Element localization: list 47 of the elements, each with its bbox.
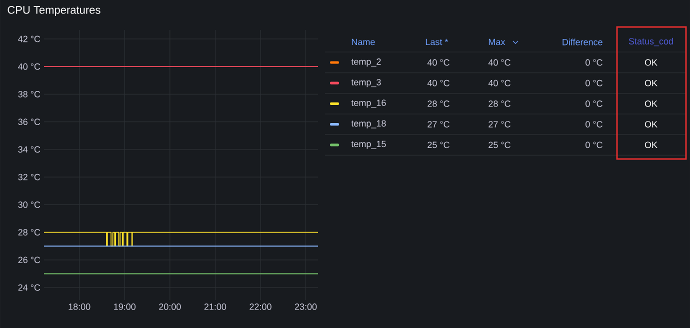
y-tick-label: 40 °C [18,63,40,70]
x-tick-label: 20:00 [159,304,181,310]
x-tick-label: 18:00 [68,304,90,310]
legend-label: temp_2 [351,58,381,67]
legend-label: temp_15 [351,140,386,149]
text: 27 °C [428,121,450,128]
text: 0 °C [586,142,602,148]
text: OK [644,59,658,66]
text: 40 °C [427,80,450,86]
text: 0 °C [586,59,602,66]
text: Max [488,38,506,46]
text: Last * [426,38,448,46]
text: 40 °C [488,80,510,86]
text: 40 °C [488,59,510,66]
text: 40 °C [427,59,450,66]
y-tick-label: 24 °C [18,284,40,291]
chart-title: CPU Temperatures [8,6,100,16]
legend-label: temp_18 [351,120,386,128]
x-tick-label: 23:00 [294,304,317,310]
y-tick-label: 30 °C [18,202,40,208]
y-tick-label: 34 °C [18,146,40,153]
x-tick-label: 22:00 [250,304,272,310]
text: 28 °C [428,100,450,107]
text: OK [644,100,658,107]
text: OK [644,80,658,86]
y-tick-label: 36 °C [18,118,40,126]
text: 0 °C [586,100,602,107]
text: 25 °C [488,142,510,148]
legend-label: temp_16 [351,100,386,108]
text: Status_cod [628,38,673,46]
x-tick-label: 19:00 [114,304,136,310]
text: Difference [562,38,602,46]
text: 25 °C [428,142,450,148]
y-tick-label: 26 °C [18,256,40,264]
y-tick-label: 32 °C [18,174,40,180]
text: 28 °C [488,100,510,107]
text: OK [644,121,658,128]
text: 0 °C [586,80,602,86]
y-tick-label: 28 °C [18,229,40,236]
text: Name [352,38,375,46]
text: OK [644,142,658,148]
y-tick-label: 38 °C [18,91,40,98]
text: 27 °C [488,121,510,128]
legend-label: temp_3 [351,79,381,88]
x-tick-label: 21:00 [204,304,226,310]
y-tick-label: 42 °C [18,36,40,42]
text: 0 °C [586,121,602,128]
